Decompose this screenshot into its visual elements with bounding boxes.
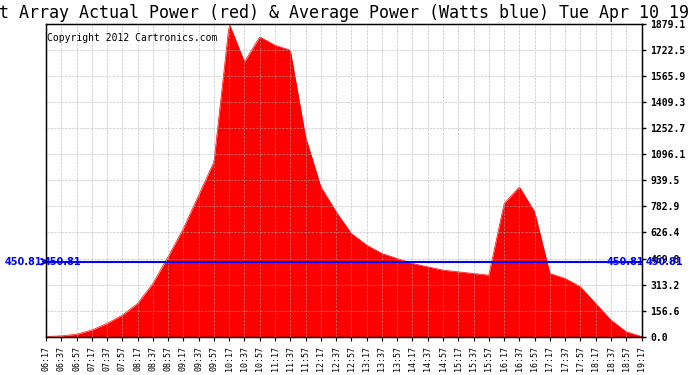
Text: 450.81: 450.81 xyxy=(607,257,644,267)
Text: Copyright 2012 Cartronics.com: Copyright 2012 Cartronics.com xyxy=(46,33,217,43)
Title: East Array Actual Power (red) & Average Power (Watts blue) Tue Apr 10 19:32: East Array Actual Power (red) & Average … xyxy=(0,4,690,22)
Text: 450.81: 450.81 xyxy=(43,257,81,267)
Text: 450.81: 450.81 xyxy=(4,257,42,267)
Text: 450.81: 450.81 xyxy=(646,257,683,267)
